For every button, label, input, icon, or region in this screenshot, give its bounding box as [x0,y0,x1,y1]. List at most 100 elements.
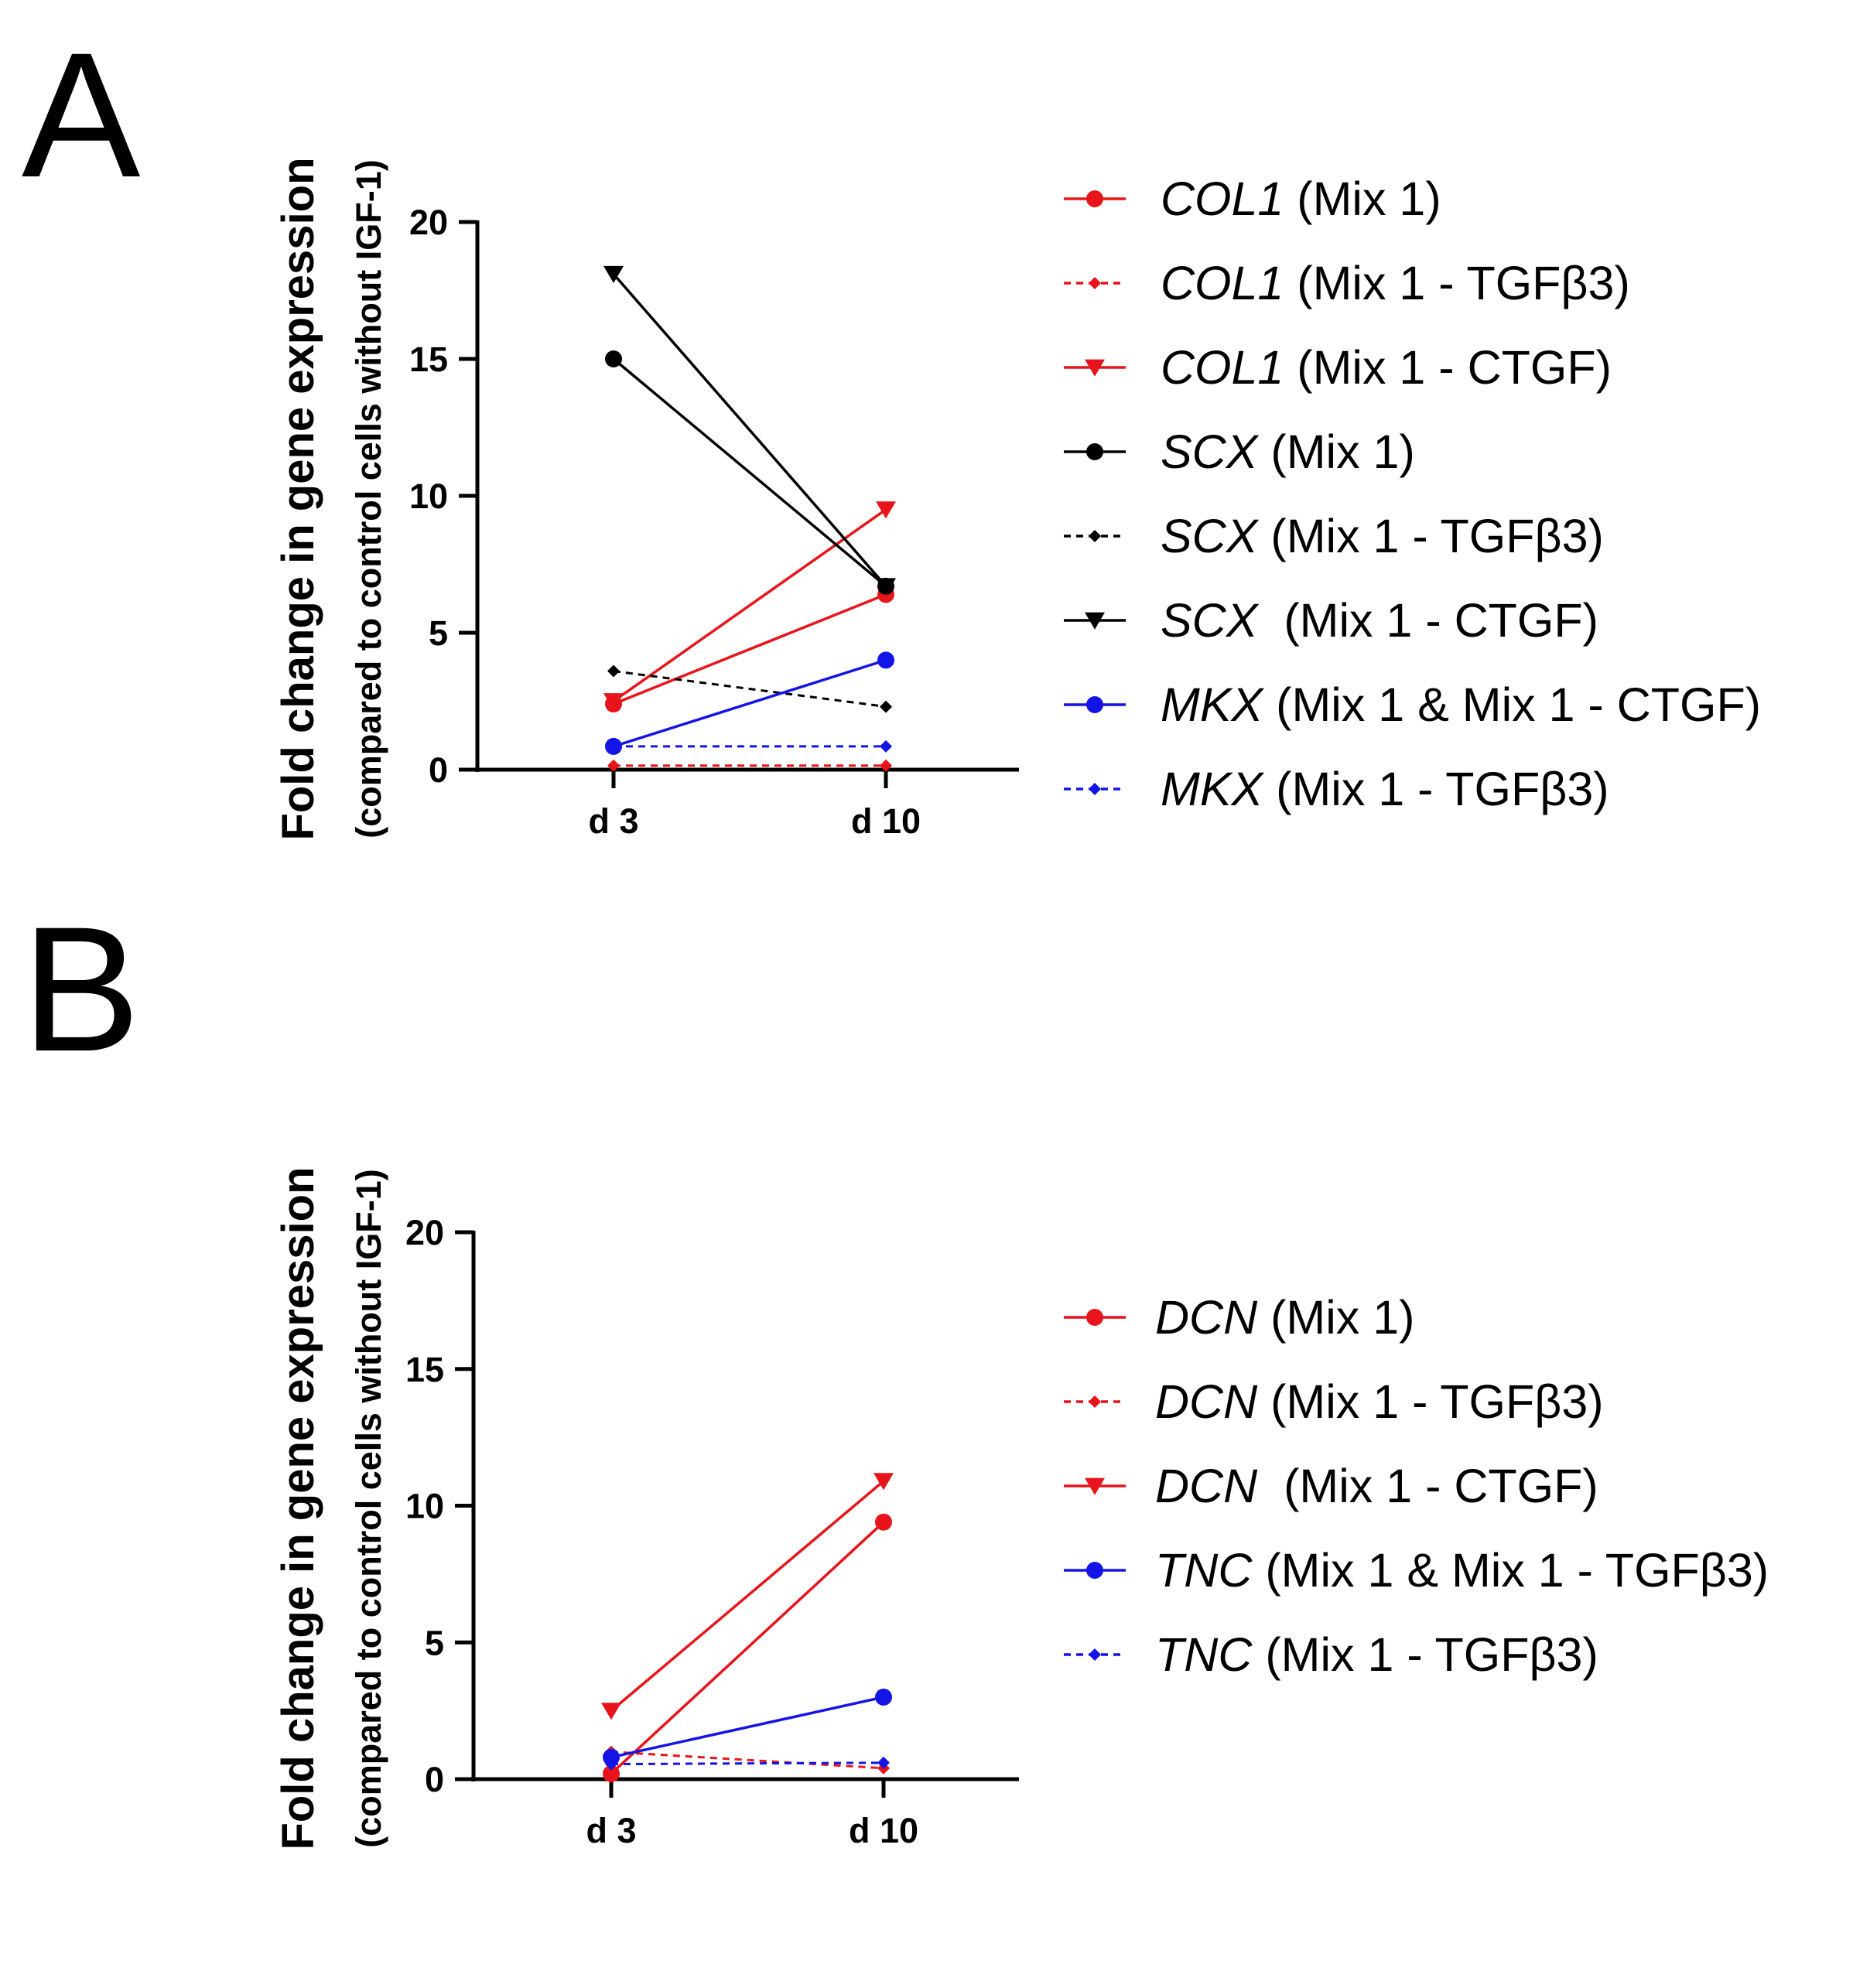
legend-entry: SCX (Mix 1) [1064,425,1415,478]
legend-marker [1085,612,1105,630]
legend-label: TNC (Mix 1 - TGFβ3) [1155,1628,1598,1681]
legend-entry: DCN (Mix 1 - TGFβ3) [1064,1375,1604,1428]
legend-gene-name: MKX [1161,678,1265,731]
data-point [880,700,892,713]
y-tick-label: 20 [405,1213,444,1252]
panel-letter-b: B [22,890,140,1088]
legend-label: DCN (Mix 1 - CTGF) [1155,1460,1598,1512]
data-point [874,1473,894,1491]
legend-entry: TNC (Mix 1 - TGFβ3) [1064,1628,1598,1681]
panel-b: B Fold change in gene expression (compar… [22,890,1769,1850]
data-point [875,1513,892,1531]
y-tick-label: 15 [405,1350,444,1389]
y-tick-label: 0 [425,1760,444,1799]
axes-a: 0 5 10 15 20 d 3 d 10 [409,203,1019,841]
legend-gene-name: MKX [1161,763,1265,815]
series-line [610,1696,884,1759]
legend-marker [1089,783,1101,795]
series-line [612,357,887,588]
x-tick-label: d 10 [849,1811,918,1850]
legend-marker [1089,277,1101,289]
legend-condition: (Mix 1 - TGFβ3) [1257,510,1603,562]
legend-gene-name: COL1 [1161,341,1284,394]
legend-marker [1089,1648,1101,1661]
data-point [603,693,624,711]
panel-letter-a: A [22,15,140,214]
y-tick-label: 15 [409,340,448,379]
legend-condition: (Mix 1) [1257,1291,1414,1344]
legend-label: SCX (Mix 1) [1161,425,1415,478]
data-point [607,664,620,678]
y-axis-title-b: Fold change in gene expression [273,1166,323,1850]
data-point [877,1756,890,1769]
legend-marker [1086,1562,1103,1579]
legend-a: COL1 (Mix 1)COL1 (Mix 1 - TGFβ3)COL1 (Mi… [1064,172,1761,815]
data-point [605,1757,617,1771]
legend-gene-name: TNC [1155,1544,1253,1597]
legend-label: DCN (Mix 1 - TGFβ3) [1155,1375,1604,1428]
legend-label: COL1 (Mix 1) [1161,172,1441,225]
legend-entry: MKX (Mix 1 - TGFβ3) [1064,763,1609,815]
data-point [607,759,620,772]
series-mkx-7 [607,740,892,753]
legend-gene-name: COL1 [1161,257,1284,309]
legend-marker [1085,359,1105,377]
legend-entry: COL1 (Mix 1) [1064,172,1441,225]
x-tick-label: d 10 [851,801,921,841]
series-line [610,1521,885,1775]
legend-marker [1086,443,1103,460]
axes-b: 0 5 10 15 20 d 3 d 10 [405,1213,1019,1850]
series-scx-5 [603,265,896,596]
legend-marker [1086,190,1103,207]
data-point [880,740,892,753]
panel-a: A Fold change in gene expression (compar… [22,15,1761,841]
y-tick-label: 10 [409,477,448,516]
y-tick-label: 5 [425,1623,444,1662]
series-mkx-6 [605,651,894,755]
legend-label: COL1 (Mix 1 - CTGF) [1161,341,1612,394]
legend-entry: DCN (Mix 1) [1064,1291,1415,1344]
series-line [612,508,887,702]
series-layer-a [603,265,896,772]
data-point [876,501,896,519]
y-axis-title-a: Fold change in gene expression [273,157,323,840]
series-dcn-0 [603,1513,892,1782]
series-scx-3 [605,350,894,595]
legend-entry: DCN (Mix 1 - CTGF) [1064,1460,1598,1512]
x-tick-label: d 3 [588,801,638,841]
legend-entry: TNC (Mix 1 & Mix 1 - TGFβ3) [1064,1544,1769,1597]
legend-marker [1089,1395,1101,1408]
legend-entry: COL1 (Mix 1 - TGFβ3) [1064,257,1630,309]
legend-gene-name: DCN [1155,1291,1258,1344]
legend-condition: (Mix 1 - CTGF) [1257,1460,1598,1512]
data-point [603,265,624,283]
legend-gene-name: TNC [1155,1628,1253,1681]
series-line [610,1751,884,1770]
legend-condition: (Mix 1 - TGFβ3) [1284,257,1629,309]
legend-condition: (Mix 1 - CTGF) [1257,594,1598,647]
legend-marker [1086,1309,1103,1326]
series-line [613,658,887,748]
legend-label: MKX (Mix 1 & Mix 1 - CTGF) [1161,678,1761,731]
legend-condition: (Mix 1 - CTGF) [1284,341,1612,394]
legend-b: DCN (Mix 1) DCN (Mix 1 - TGFβ3) DCN (Mix 1… [1064,1291,1769,1681]
data-point [603,1764,620,1782]
series-tnc-4 [605,1756,890,1771]
y-axis-subtitle-a: (compared to control cells without IGF-1… [349,159,388,839]
y-tick-label: 10 [405,1487,444,1526]
data-point [605,350,622,367]
series-col1-1 [607,759,892,772]
legend-entry: COL1 (Mix 1 - CTGF) [1064,341,1612,394]
series-layer-b [601,1473,894,1782]
y-tick-label: 5 [429,613,448,653]
series-line [613,670,887,709]
legend-gene-name: SCX [1161,594,1260,647]
series-line [612,273,887,587]
data-point [601,1703,621,1720]
data-point [875,1688,892,1706]
legend-condition: (Mix 1 & Mix 1 - CTGF) [1263,678,1761,731]
legend-gene-name: DCN [1155,1460,1258,1512]
legend-gene-name: SCX [1161,510,1260,562]
legend-condition: (Mix 1 - TGFβ3) [1263,763,1609,815]
legend-condition: (Mix 1 & Mix 1 - TGFβ3) [1252,1544,1769,1597]
